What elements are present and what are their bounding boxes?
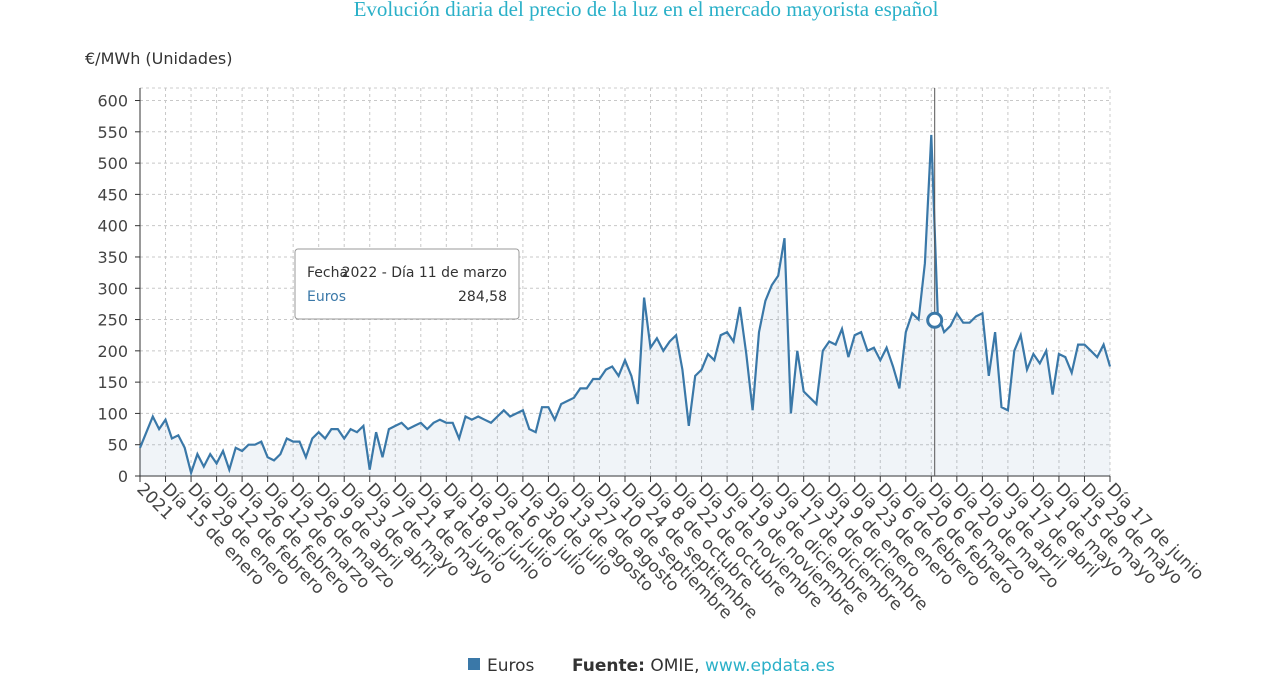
y-tick-label: 550: [97, 123, 128, 142]
tooltip-date: 2022 - Día 11 de marzo: [342, 265, 507, 281]
source-label: Fuente:: [572, 656, 645, 676]
y-tick-label: 450: [97, 185, 128, 204]
tooltip-field: Fecha: [307, 265, 348, 281]
tooltip-value: 284,58: [458, 289, 507, 305]
source: Fuente: OMIE, www.epdata.es: [572, 656, 835, 676]
tooltip-series: Euros: [307, 289, 346, 305]
y-tick-label: 600: [97, 92, 128, 111]
line: [138, 134, 1112, 477]
y-axis-title: €/MWh (Unidades): [85, 49, 233, 68]
y-tick-label: 50: [108, 436, 128, 455]
hover-point: [926, 311, 944, 329]
chart-title: Evolución diaria del precio de la luz en…: [354, 0, 939, 21]
plot-area: 0501001502002503003504004505005506002021…: [97, 87, 1208, 623]
area: [140, 134, 1110, 476]
y-tick-label: 300: [97, 279, 128, 298]
legend-label[interactable]: Euros: [487, 656, 535, 676]
y-tick-label: 150: [97, 373, 128, 392]
y-tick-label: 500: [97, 154, 128, 173]
source-name: OMIE,: [650, 656, 699, 676]
y-tick-label: 0: [118, 467, 128, 486]
y-tick-label: 400: [97, 217, 128, 236]
y-tick-label: 200: [97, 342, 128, 361]
legend-swatch: [468, 658, 480, 670]
legend[interactable]: Euros: [468, 656, 535, 676]
y-tick-label: 100: [97, 404, 128, 423]
source-link[interactable]: www.epdata.es: [705, 656, 835, 676]
tooltip-box: [294, 248, 520, 320]
y-tick-label: 250: [97, 311, 128, 330]
y-tick-label: 350: [97, 248, 128, 267]
